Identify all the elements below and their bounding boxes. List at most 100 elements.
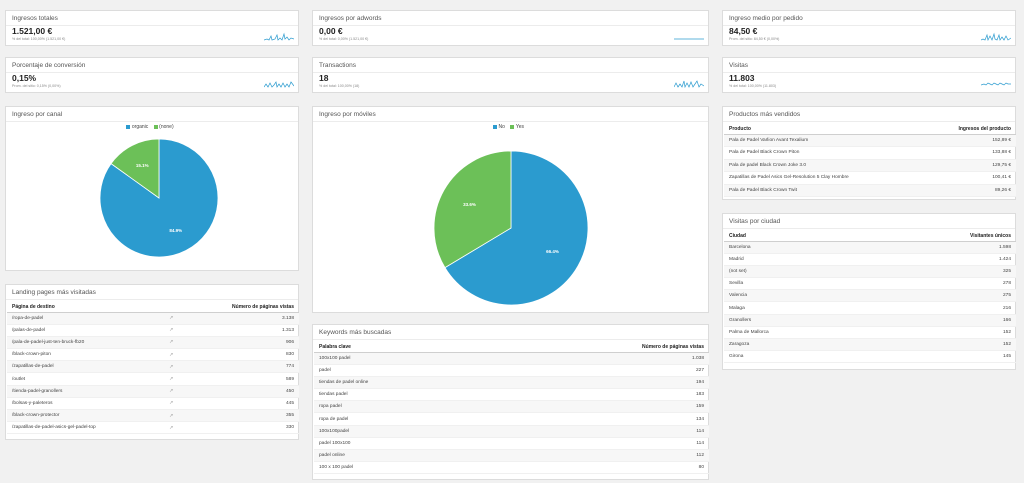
column-header[interactable]: Ciudad — [724, 231, 869, 242]
row-value: 183 — [492, 388, 709, 402]
legend-item[interactable]: (none) — [153, 124, 174, 130]
row-value: 159 — [492, 400, 709, 414]
table-row[interactable]: Pala de Padel Varlion Avant Texalium 152,… — [724, 134, 1016, 147]
row-value: 3.138 — [178, 312, 299, 325]
row-value: 450 — [178, 385, 299, 398]
external-link-icon[interactable]: ↗ — [164, 372, 179, 386]
sparkline — [674, 80, 704, 88]
table-row[interactable]: 100 x 100 padel 80 — [314, 461, 709, 475]
legend-label: organic — [131, 124, 149, 130]
kpi-subtitle: % del total: 100,00% (1.521,00 €) — [12, 37, 66, 41]
row-label: Pala de padel Black Crown Joke 3.0 — [724, 159, 922, 172]
row-label: Palma de Mallorca — [724, 326, 869, 340]
external-link-icon[interactable]: ↗ — [164, 324, 179, 337]
table-row[interactable]: Zaragoza 152 — [724, 338, 1016, 352]
legend-item[interactable]: Yes — [510, 124, 524, 130]
table-row[interactable]: Malaga 216 — [724, 301, 1016, 315]
column-header[interactable]: Palabra clave — [314, 342, 493, 353]
table-row[interactable]: (not set) 325 — [724, 265, 1016, 279]
pie-card-moviles: Ingreso por móviles No Yes 66.4% 33.6% — [312, 106, 709, 313]
table-row[interactable]: /palas-de-padel ↗ 1.313 — [7, 324, 299, 337]
table-row[interactable]: 100x100 padel 1.038 — [314, 352, 709, 365]
card-title: Landing pages más visitadas — [6, 285, 298, 300]
table-row[interactable]: /zapatillas-de-padel-asics-gel-padel-top… — [7, 421, 299, 435]
legend-swatch — [510, 124, 515, 129]
table-row[interactable]: Girona 145 — [724, 350, 1016, 364]
kpi-title: Transactions — [313, 58, 708, 73]
table-row[interactable]: /black-crown-piton ↗ 830 — [7, 348, 299, 362]
table-row[interactable]: Zapatillas de Padel Asics Gel-Resolution… — [724, 171, 1016, 185]
row-value: 216 — [868, 301, 1016, 315]
legend-item[interactable]: No — [493, 124, 505, 130]
table-row[interactable]: Pala de Padel Black Crown Twit 89,26 € — [724, 184, 1016, 197]
row-label: Barcelona — [724, 241, 869, 254]
table-row[interactable]: Valencia 275 — [724, 289, 1016, 303]
pie-slice-none[interactable] — [110, 138, 160, 199]
table-row[interactable]: Madrid 1.424 — [724, 253, 1016, 266]
table-row[interactable]: 100x100padel 114 — [314, 425, 709, 438]
external-link-icon[interactable]: ↗ — [164, 336, 179, 350]
row-value: 114 — [492, 437, 709, 451]
table-row[interactable]: /zapatillas-de-padel ↗ 774 — [7, 360, 299, 374]
data-table: Ciudad Visitantes únicos Barcelona 1.598 Ma… — [724, 231, 1016, 364]
table-row[interactable]: Sevilla 278 — [724, 277, 1016, 291]
row-label: /zapatillas-de-padel-asics-gel-padel-top — [7, 421, 165, 435]
row-label: Malaga — [724, 301, 869, 315]
table-row[interactable]: Barcelona 1.598 — [724, 241, 1016, 254]
table-row[interactable]: /bolsas-y-paleteros ↗ 445 — [7, 397, 299, 411]
table-row[interactable]: /black-crown-protector ↗ 355 — [7, 409, 299, 423]
external-link-icon[interactable]: ↗ — [164, 397, 179, 411]
table-row[interactable]: Granollers 166 — [724, 314, 1016, 327]
external-link-icon[interactable]: ↗ — [164, 348, 179, 362]
row-label: Pala de Padel Varlion Avant Texalium — [724, 134, 922, 147]
row-value: 134 — [492, 412, 709, 426]
table-row[interactable]: tiendas de padel online 194 — [314, 376, 709, 390]
table-row[interactable]: /ropa-de-padel ↗ 3.138 — [7, 312, 299, 325]
table-row[interactable]: Palma de Mallorca 152 — [724, 326, 1016, 340]
column-header[interactable]: Producto — [724, 124, 922, 135]
table-row[interactable]: padel online 112 — [314, 449, 709, 463]
kpi-value: 1.521,00 € — [12, 26, 53, 36]
external-link-icon[interactable]: ↗ — [164, 409, 179, 423]
kpi-subtitle: % del total: 100,00% (11.803) — [729, 84, 777, 88]
row-label: /outlet — [7, 372, 165, 386]
row-label: /zapatillas-de-padel — [7, 360, 165, 374]
card-title: Productos más vendidos — [723, 107, 1015, 122]
external-link-icon[interactable]: ↗ — [164, 385, 179, 398]
table-row[interactable]: /pala-de-padel-just-ten-bruck-fb20 ↗ 906 — [7, 336, 299, 350]
table-row[interactable]: ropa padel 159 — [314, 400, 709, 414]
row-label: Zapatillas de Padel Asics Gel-Resolution… — [724, 171, 922, 185]
table-row[interactable]: ropa de padel 134 — [314, 412, 709, 426]
row-value: 774 — [178, 360, 299, 374]
pie-slice-organic[interactable] — [99, 138, 219, 258]
kpi-subtitle: % del total: 0,00% (1.521,00 €) — [319, 37, 369, 41]
column-header[interactable]: Número de páginas vistas — [178, 302, 299, 313]
table-row[interactable]: Pala de padel Black Crown Joke 3.0 129,75… — [724, 159, 1016, 172]
row-label: padel — [314, 364, 493, 377]
column-header[interactable]: Ingresos del producto — [921, 124, 1016, 135]
table-row[interactable]: /outlet ↗ 589 — [7, 372, 299, 386]
external-link-icon[interactable]: ↗ — [164, 312, 179, 325]
external-link-icon[interactable]: ↗ — [164, 360, 179, 374]
table-row[interactable]: padel 100x100 114 — [314, 437, 709, 451]
table-card-keywords: Keywords más buscadas Palabra clave Númer… — [312, 324, 709, 480]
table-row[interactable]: Pala de Padel Black Crown Piton 133,88 € — [724, 146, 1016, 160]
kpi-title: Ingresos totales — [6, 11, 298, 26]
column-header[interactable]: Visitantes únicos — [868, 231, 1016, 242]
kpi-value: 0,15% — [12, 73, 37, 83]
pie-slice-no[interactable] — [444, 150, 589, 306]
table-row[interactable]: padel 227 — [314, 364, 709, 377]
row-label: /tienda-padel-granollers — [7, 385, 165, 398]
column-header[interactable]: Número de páginas vistas — [492, 342, 709, 353]
pie-slice-yes[interactable] — [433, 150, 512, 269]
pie-card-canal: Ingreso por canal organic (none) 84.9% 15… — [5, 106, 299, 271]
row-value: 830 — [178, 348, 299, 362]
column-header-link — [164, 302, 179, 313]
table-row[interactable]: tiendas padel 183 — [314, 388, 709, 402]
row-value: 278 — [868, 277, 1016, 291]
external-link-icon[interactable]: ↗ — [164, 421, 179, 435]
column-header[interactable]: Página de destino — [7, 302, 165, 313]
kpi-conversion: Porcentaje de conversión 0,15% Prom. del… — [5, 57, 299, 93]
legend-item[interactable]: organic — [126, 124, 148, 130]
table-row[interactable]: /tienda-padel-granollers ↗ 450 — [7, 385, 299, 398]
